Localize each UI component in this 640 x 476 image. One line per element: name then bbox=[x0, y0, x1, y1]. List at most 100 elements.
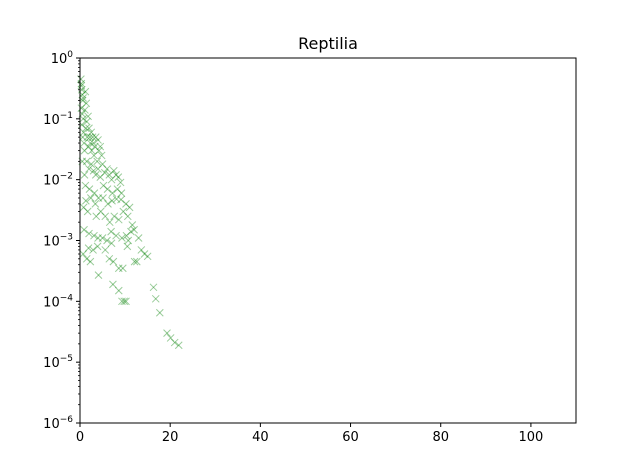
data-point bbox=[105, 170, 114, 179]
data-point bbox=[83, 133, 92, 141]
y-tick-label: 100 bbox=[51, 50, 74, 67]
data-point bbox=[108, 189, 117, 198]
data-point bbox=[166, 334, 175, 342]
data-point bbox=[92, 212, 101, 221]
data-point bbox=[79, 203, 88, 212]
data-point bbox=[79, 114, 88, 123]
data-point bbox=[122, 231, 131, 240]
data-point bbox=[82, 117, 91, 126]
data-point bbox=[79, 128, 88, 137]
data-point bbox=[77, 81, 86, 90]
y-tick-label: 10−4 bbox=[43, 293, 73, 310]
data-point bbox=[96, 142, 105, 151]
data-point bbox=[127, 227, 135, 236]
x-tick-label: 100 bbox=[518, 430, 543, 445]
data-point bbox=[87, 128, 96, 137]
data-point bbox=[116, 178, 125, 187]
data-point bbox=[80, 170, 89, 179]
data-point bbox=[109, 280, 117, 289]
data-point bbox=[93, 242, 102, 251]
data-point bbox=[118, 264, 127, 273]
data-point bbox=[122, 297, 130, 306]
y-axis: 10−6 10−5 10−4 10−3 10−2 10−1 100 bbox=[43, 50, 80, 432]
data-point bbox=[84, 244, 93, 252]
data-point bbox=[87, 160, 96, 168]
data-point bbox=[93, 157, 101, 166]
data-point bbox=[114, 173, 123, 182]
data-point bbox=[107, 175, 116, 184]
data-point bbox=[83, 207, 92, 216]
data-point bbox=[137, 246, 146, 254]
data-point bbox=[112, 195, 121, 203]
data-point bbox=[79, 94, 88, 102]
data-point bbox=[140, 250, 149, 258]
data-point bbox=[77, 79, 86, 88]
data-point bbox=[163, 329, 171, 337]
data-point bbox=[99, 194, 107, 202]
data-point bbox=[86, 133, 94, 141]
data-point bbox=[122, 200, 130, 208]
data-point bbox=[86, 257, 95, 266]
x-axis: 0 20 40 60 80 100 bbox=[76, 423, 543, 445]
data-point bbox=[128, 221, 137, 229]
data-point bbox=[109, 166, 118, 175]
data-point bbox=[155, 308, 164, 317]
x-tick-label: 60 bbox=[342, 430, 359, 445]
data-point bbox=[94, 194, 103, 202]
data-point bbox=[79, 250, 88, 258]
data-point bbox=[149, 283, 158, 292]
data-point bbox=[123, 242, 132, 251]
data-point bbox=[96, 207, 105, 216]
data-point bbox=[110, 212, 119, 221]
data-point bbox=[85, 229, 93, 238]
data-point bbox=[98, 234, 107, 242]
data-point bbox=[77, 104, 86, 112]
data-point bbox=[90, 189, 99, 198]
data-point bbox=[112, 170, 120, 179]
data-point bbox=[104, 200, 112, 208]
data-point bbox=[81, 106, 89, 114]
data-point bbox=[101, 212, 110, 221]
data-points bbox=[77, 75, 183, 350]
data-point bbox=[117, 195, 125, 204]
data-point bbox=[94, 271, 103, 279]
data-point bbox=[91, 133, 100, 141]
data-point bbox=[114, 215, 123, 224]
y-tick-label: 10−1 bbox=[43, 111, 73, 128]
data-point bbox=[86, 194, 95, 202]
data-point bbox=[143, 252, 152, 261]
data-point bbox=[120, 297, 129, 306]
data-point bbox=[95, 146, 103, 155]
data-point bbox=[81, 87, 90, 96]
data-point bbox=[85, 124, 93, 133]
data-point bbox=[107, 227, 115, 236]
data-point bbox=[114, 286, 123, 295]
data-point bbox=[114, 264, 123, 273]
data-point bbox=[99, 181, 108, 190]
data-point bbox=[103, 236, 111, 245]
data-point bbox=[91, 170, 100, 179]
data-point bbox=[80, 225, 88, 234]
data-point bbox=[119, 207, 128, 216]
data-point bbox=[105, 254, 114, 263]
y-tick-label: 10−3 bbox=[43, 233, 73, 250]
data-point bbox=[130, 225, 138, 234]
data-point bbox=[125, 203, 134, 212]
data-point bbox=[103, 165, 111, 173]
data-point bbox=[91, 200, 100, 208]
data-point bbox=[82, 254, 91, 263]
data-point bbox=[132, 257, 141, 266]
data-point bbox=[112, 231, 120, 240]
data-point bbox=[123, 212, 132, 221]
data-point bbox=[85, 185, 94, 193]
x-tick-label: 20 bbox=[162, 430, 179, 445]
data-point bbox=[109, 257, 118, 266]
data-point bbox=[90, 231, 98, 240]
data-point bbox=[91, 142, 99, 151]
data-point bbox=[81, 181, 90, 190]
chart-title: Reptilia bbox=[298, 34, 358, 53]
data-point bbox=[94, 136, 102, 144]
data-point bbox=[98, 160, 107, 168]
y-tick-label: 10−6 bbox=[43, 415, 73, 432]
